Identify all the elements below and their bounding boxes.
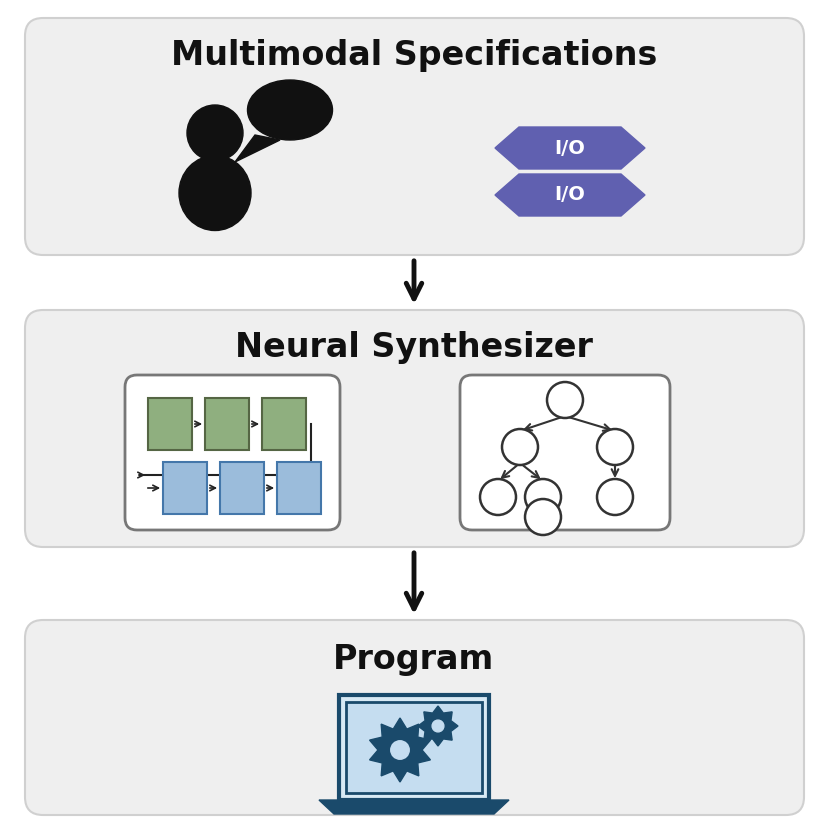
FancyBboxPatch shape [163, 462, 207, 514]
FancyBboxPatch shape [219, 462, 263, 514]
FancyBboxPatch shape [25, 620, 803, 815]
Circle shape [390, 740, 409, 760]
Circle shape [479, 479, 515, 515]
FancyBboxPatch shape [205, 398, 248, 450]
Circle shape [187, 105, 243, 161]
Text: I/O: I/O [554, 139, 585, 158]
Circle shape [502, 429, 537, 465]
Circle shape [596, 429, 633, 465]
Polygon shape [417, 706, 457, 746]
Polygon shape [494, 127, 644, 169]
FancyBboxPatch shape [25, 310, 803, 547]
Circle shape [546, 382, 582, 418]
Polygon shape [234, 135, 280, 162]
Circle shape [524, 499, 561, 535]
FancyBboxPatch shape [125, 375, 339, 530]
FancyBboxPatch shape [345, 702, 481, 793]
Ellipse shape [248, 80, 332, 140]
Text: I/O: I/O [554, 185, 585, 204]
FancyBboxPatch shape [262, 398, 306, 450]
Circle shape [431, 720, 443, 732]
Circle shape [524, 479, 561, 515]
Polygon shape [319, 800, 508, 814]
Text: Neural Synthesizer: Neural Synthesizer [235, 332, 592, 365]
Text: Program: Program [333, 643, 494, 676]
Circle shape [596, 479, 633, 515]
FancyBboxPatch shape [277, 462, 320, 514]
FancyBboxPatch shape [460, 375, 669, 530]
Ellipse shape [179, 155, 251, 230]
Polygon shape [494, 174, 644, 216]
FancyBboxPatch shape [339, 695, 489, 800]
FancyBboxPatch shape [148, 398, 192, 450]
Polygon shape [369, 718, 430, 782]
FancyBboxPatch shape [25, 18, 803, 255]
Text: Multimodal Specifications: Multimodal Specifications [171, 38, 657, 71]
